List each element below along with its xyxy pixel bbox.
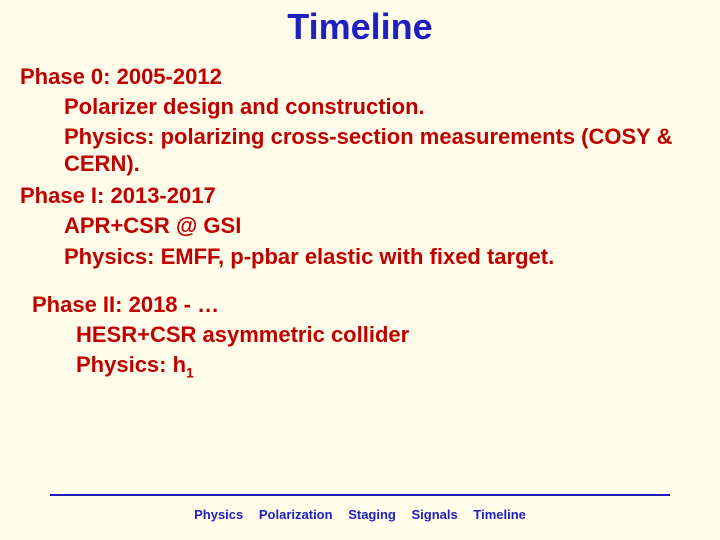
phase2-heading: Phase II: 2018 - … [32, 292, 708, 318]
phase2-line2-prefix: Physics: h [76, 352, 186, 377]
slide-title: Timeline [0, 0, 720, 58]
footer-nav-staging[interactable]: Staging [348, 507, 396, 522]
phase2-line2-subscript: 1 [186, 365, 194, 381]
slide-content: Phase 0: 2005-2012 Polarizer design and … [0, 64, 720, 382]
phase2-line2: Physics: h1 [76, 352, 708, 381]
phase2-block: Phase II: 2018 - … HESR+CSR asymmetric c… [32, 292, 708, 382]
phase0-line1: Polarizer design and construction. [64, 94, 708, 120]
footer-divider [50, 494, 670, 496]
footer-nav-polarization[interactable]: Polarization [259, 507, 333, 522]
footer-nav-timeline[interactable]: Timeline [473, 507, 526, 522]
footer-nav-signals[interactable]: Signals [412, 507, 458, 522]
phase2-line1: HESR+CSR asymmetric collider [76, 322, 708, 348]
phase0-line2: Physics: polarizing cross-section measur… [64, 124, 708, 177]
phase1-heading: Phase I: 2013-2017 [20, 183, 708, 209]
phase1-line1: APR+CSR @ GSI [64, 213, 708, 239]
footer-nav: Physics Polarization Staging Signals Tim… [0, 507, 720, 522]
footer-nav-physics[interactable]: Physics [194, 507, 243, 522]
phase1-line2: Physics: EMFF, p-pbar elastic with fixed… [64, 244, 708, 270]
phase0-heading: Phase 0: 2005-2012 [20, 64, 708, 90]
